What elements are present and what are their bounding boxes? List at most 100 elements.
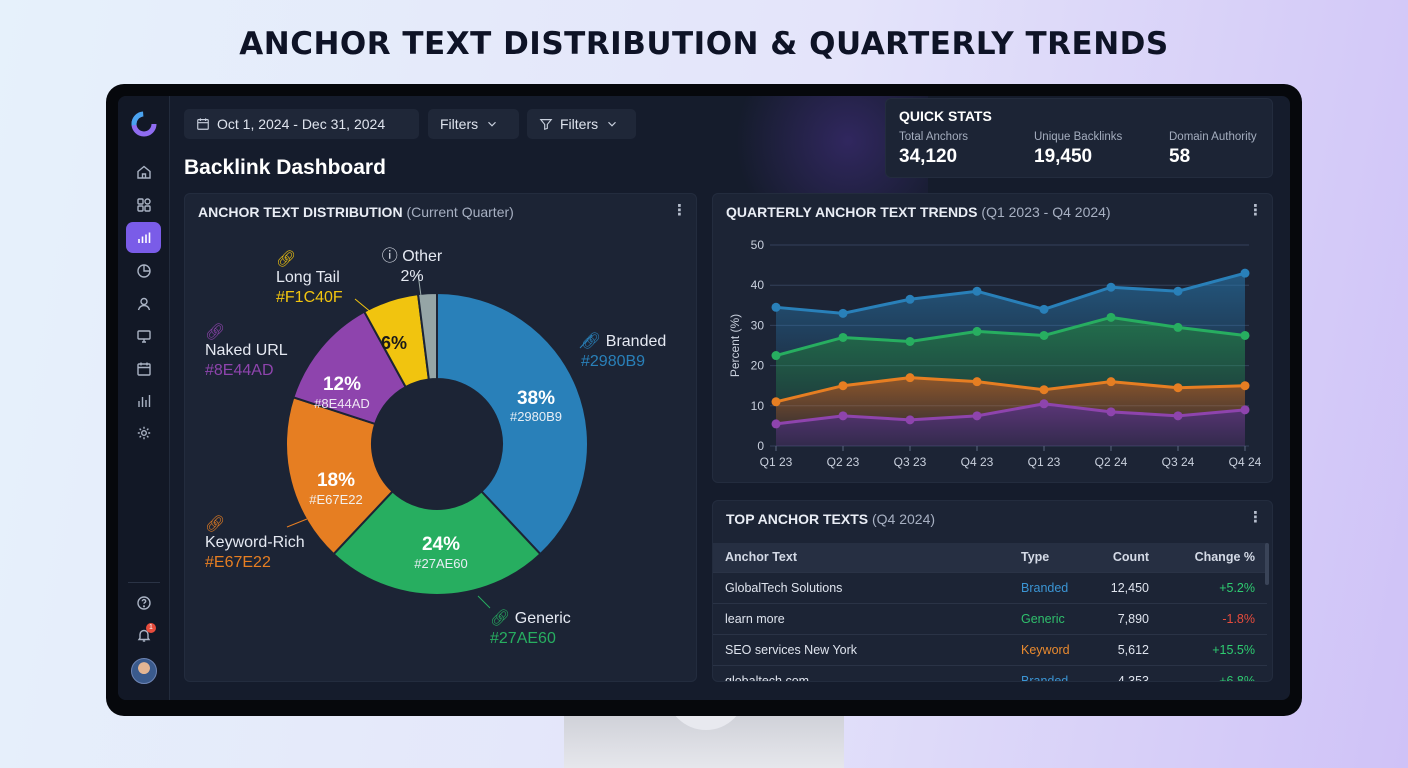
series-area-0 bbox=[776, 273, 1245, 356]
x-tick-label: Q4 24 bbox=[1229, 455, 1262, 469]
link-icon: 🔗︎ bbox=[205, 516, 226, 533]
data-point bbox=[1106, 377, 1116, 387]
series-line-3 bbox=[775, 402, 1246, 426]
data-point bbox=[838, 381, 848, 391]
chevron-down-icon bbox=[608, 121, 617, 127]
count-cell: 12,450 bbox=[1091, 571, 1161, 603]
x-tick-label: Q3 23 bbox=[894, 455, 927, 469]
data-point bbox=[1039, 399, 1049, 409]
type-cell: Branded bbox=[1009, 664, 1091, 681]
data-point bbox=[1240, 268, 1250, 278]
data-point bbox=[1039, 304, 1049, 314]
user-icon[interactable] bbox=[132, 292, 156, 316]
grid-icon[interactable] bbox=[132, 193, 156, 217]
bell-icon[interactable]: 1 bbox=[132, 623, 156, 647]
help-icon[interactable] bbox=[132, 591, 156, 615]
stat-value: 58 bbox=[1169, 146, 1191, 167]
data-point bbox=[1173, 322, 1183, 332]
slice-pct-longtail: 6% bbox=[381, 333, 407, 353]
y-tick-label: 10 bbox=[751, 399, 765, 413]
pie-chart-icon[interactable] bbox=[132, 259, 156, 283]
data-point bbox=[1039, 330, 1049, 340]
pie-slice-keyword-rich bbox=[285, 396, 394, 556]
data-point bbox=[972, 326, 982, 336]
card-title: TOP ANCHOR TEXTS (Q4 2024) bbox=[726, 511, 935, 527]
column-header[interactable]: Change % bbox=[1161, 543, 1267, 572]
sidebar: 1 bbox=[118, 96, 170, 700]
more-options-icon[interactable]: ⋮ bbox=[1248, 509, 1263, 526]
y-tick-label: 50 bbox=[751, 238, 765, 252]
data-point bbox=[1240, 381, 1250, 391]
slice-pct-keyword: 18% bbox=[317, 470, 355, 491]
legend-pct: 2% bbox=[400, 268, 424, 285]
column-header[interactable]: Anchor Text bbox=[713, 543, 1009, 572]
slice-hex-keyword: #E67E22 bbox=[309, 492, 363, 507]
analytics-icon[interactable] bbox=[132, 389, 156, 413]
data-point bbox=[838, 332, 848, 342]
data-point bbox=[1106, 282, 1116, 292]
chevron-down-icon bbox=[488, 121, 497, 127]
table-scrollbar[interactable] bbox=[1265, 543, 1269, 585]
data-point bbox=[771, 419, 781, 429]
filters-dropdown[interactable]: Filters bbox=[428, 109, 519, 139]
column-header[interactable]: Type bbox=[1009, 543, 1091, 572]
legend-name: Keyword-Rich bbox=[205, 534, 305, 551]
data-point bbox=[972, 411, 982, 421]
avatar[interactable] bbox=[131, 658, 157, 684]
top-anchors-table: Anchor Text Type Count Change % GlobalTe… bbox=[713, 543, 1267, 681]
x-tick-label: Q4 23 bbox=[961, 455, 994, 469]
calendar-icon bbox=[197, 118, 209, 130]
sidebar-divider bbox=[128, 582, 160, 583]
table-row[interactable]: SEO services New York Keyword 5,612 +15.… bbox=[713, 633, 1267, 665]
stat-value: 19,450 bbox=[1034, 146, 1093, 167]
gear-icon[interactable] bbox=[132, 421, 156, 445]
monitor-icon[interactable] bbox=[132, 324, 156, 348]
screen: 1 Oct 1, 2024 - Dec 31, 2024 Filters Fil… bbox=[118, 96, 1290, 700]
data-point bbox=[905, 373, 915, 383]
table-row[interactable]: GlobalTech Solutions Branded 12,450 +5.2… bbox=[713, 571, 1267, 603]
count-cell: 4,353 bbox=[1091, 664, 1161, 681]
slice-hex-naked: #8E44AD bbox=[314, 396, 370, 411]
x-tick-label: Q2 24 bbox=[1095, 455, 1128, 469]
quick-stats-card: QUICK STATS Total Anchors 34,120 Unique … bbox=[885, 98, 1273, 178]
date-range-picker[interactable]: Oct 1, 2024 - Dec 31, 2024 bbox=[184, 109, 419, 139]
top-anchors-title: TOP ANCHOR TEXTS bbox=[726, 511, 869, 527]
legend-keyword: 🔗︎ Keyword-Rich #E67E22 bbox=[205, 514, 305, 572]
app-logo-icon[interactable] bbox=[130, 110, 158, 138]
stat-total-anchors: Total Anchors 34,120 bbox=[899, 131, 968, 168]
change-cell: +5.2% bbox=[1161, 571, 1267, 603]
y-axis-label: Percent (%) bbox=[728, 314, 742, 377]
table-row[interactable]: globaltech.com Branded 4,353 +6.8% bbox=[713, 664, 1267, 681]
calendar-icon[interactable] bbox=[132, 357, 156, 381]
monitor: 1 Oct 1, 2024 - Dec 31, 2024 Filters Fil… bbox=[106, 84, 1302, 716]
x-tick-label: Q1 23 bbox=[1028, 455, 1061, 469]
home-icon[interactable] bbox=[132, 160, 156, 184]
legend-hex: #E67E22 bbox=[205, 554, 271, 571]
count-cell: 7,890 bbox=[1091, 602, 1161, 634]
count-cell: 5,612 bbox=[1091, 633, 1161, 665]
anchor-cell: globaltech.com bbox=[713, 664, 1009, 681]
table-row[interactable]: learn more Generic 7,890 -1.8% bbox=[713, 602, 1267, 634]
change-cell: -1.8% bbox=[1161, 602, 1267, 634]
legend-hex: #2980B9 bbox=[581, 353, 646, 370]
filters-button[interactable]: Filters bbox=[527, 109, 636, 139]
trends-title: QUARTERLY ANCHOR TEXT TRENDS bbox=[726, 204, 978, 220]
data-point bbox=[972, 286, 982, 296]
column-header[interactable]: Count bbox=[1091, 543, 1161, 572]
slice-pct-branded: 38% bbox=[517, 388, 555, 409]
data-point bbox=[1039, 385, 1049, 395]
bar-chart-icon[interactable] bbox=[126, 222, 161, 253]
legend-name: Generic bbox=[514, 610, 571, 627]
legend-hex: #8E44AD bbox=[205, 362, 274, 379]
trends-chart: 0 10 20 30 40 50 Q1 23 Q2 23 Q3 23 Q4 23 Q1 23 Q2 2… bbox=[728, 238, 1262, 469]
data-point bbox=[1106, 407, 1116, 417]
table-header-row: Anchor Text Type Count Change % bbox=[713, 543, 1267, 572]
legend-name: Branded bbox=[605, 333, 667, 350]
legend-naked: 🔗︎ Naked URL #8E44AD bbox=[205, 322, 288, 380]
series-line-2 bbox=[775, 376, 1246, 404]
pie-slice-branded bbox=[436, 291, 589, 556]
x-tick-label: Q1 23 bbox=[760, 455, 793, 469]
legend-other: ⓘ Other 2% bbox=[375, 242, 449, 286]
link-icon: 🔗︎ bbox=[581, 333, 602, 350]
trends-card: QUARTERLY ANCHOR TEXT TRENDS (Q1 2023 - … bbox=[712, 193, 1273, 483]
